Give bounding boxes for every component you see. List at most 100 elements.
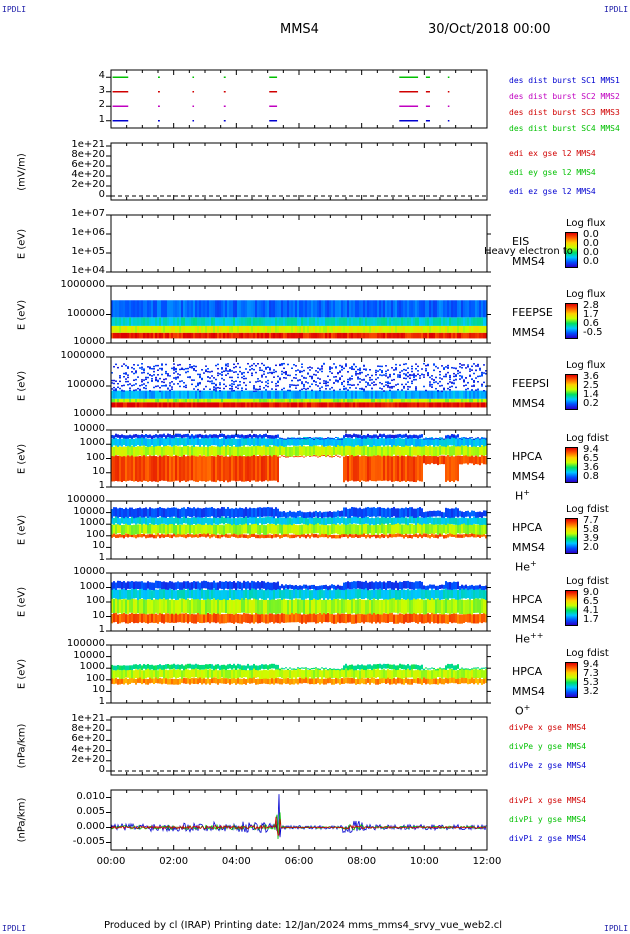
- heatmap-cell: [461, 364, 463, 366]
- heatmap-cell: [295, 584, 297, 590]
- heatmap-cell: [311, 325, 313, 333]
- heatmap-cell: [367, 612, 369, 623]
- heatmap-cell: [377, 317, 379, 326]
- heatmap-cell: [467, 438, 469, 447]
- heatmap-cell: [407, 398, 409, 403]
- heatmap-cell: [315, 370, 317, 372]
- heatmap-cell: [261, 523, 263, 534]
- heatmap-cell: [447, 523, 449, 534]
- heatmap-cell: [119, 455, 121, 482]
- heatmap-cell: [321, 370, 323, 373]
- heatmap-cell: [383, 317, 385, 326]
- heatmap-cell: [185, 581, 187, 589]
- heatmap-cell: [443, 535, 445, 539]
- heatmap-cell: [479, 300, 481, 318]
- heatmap-cell: [195, 581, 197, 590]
- heatmap-cell: [207, 300, 209, 318]
- heatmap-cell: [429, 584, 431, 589]
- heatmap-cell: [245, 523, 247, 534]
- heatmap-cell: [301, 382, 303, 385]
- heatmap-cell: [385, 398, 387, 403]
- heatmap-cell: [429, 390, 431, 399]
- heatmap-cell: [377, 455, 379, 481]
- heatmap-cell: [357, 534, 359, 539]
- heatmap-cell: [431, 390, 433, 399]
- heatmap-cell: [185, 433, 187, 438]
- heatmap-cell: [305, 317, 307, 326]
- heatmap-cell: [141, 523, 143, 534]
- heatmap-cell: [199, 445, 201, 455]
- heatmap-cell: [279, 535, 281, 539]
- heatmap-cell: [143, 325, 145, 333]
- heatmap-cell: [265, 582, 267, 591]
- heatmap-cell: [291, 534, 293, 539]
- heatmap-cell: [143, 533, 145, 537]
- heatmap-cell: [199, 382, 201, 385]
- heatmap-cell: [205, 434, 207, 438]
- heatmap-cell: [157, 589, 159, 600]
- heatmap-cell: [221, 455, 223, 481]
- heatmap-cell: [341, 383, 343, 386]
- heatmap-cell: [351, 317, 353, 326]
- panel-hpca-h: [111, 433, 487, 483]
- heatmap-cell: [149, 366, 151, 368]
- heatmap-cell: [185, 384, 187, 387]
- heatmap-cell: [281, 390, 283, 399]
- heatmap-cell: [301, 614, 303, 624]
- heatmap-cell: [291, 402, 293, 408]
- heatmap-cell: [351, 581, 353, 590]
- heatmap-cell: [285, 398, 287, 403]
- heatmap-cell: [459, 363, 461, 365]
- heatmap-cell: [173, 613, 175, 624]
- heatmap-cell: [429, 300, 431, 318]
- heatmap-cell: [199, 373, 201, 376]
- heatmap-cell: [293, 585, 295, 590]
- heatmap-cell: [129, 300, 131, 318]
- heatmap-cell: [125, 582, 127, 591]
- heatmap-cell: [249, 534, 251, 538]
- heatmap-cell: [305, 325, 307, 333]
- heatmap-cell: [143, 379, 145, 381]
- heatmap-cell: [469, 398, 471, 403]
- heatmap-cell: [211, 382, 213, 385]
- heatmap-cell: [151, 517, 153, 525]
- heatmap-cell: [327, 437, 329, 446]
- heatmap-cell: [249, 381, 251, 383]
- heatmap-cell: [173, 372, 175, 374]
- heatmap-cell: [239, 455, 241, 481]
- heatmap-cell: [485, 317, 487, 326]
- heatmap-cell: [321, 438, 323, 440]
- heatmap-cell: [263, 445, 265, 455]
- heatmap-cell: [471, 332, 473, 339]
- heatmap-cell: [157, 533, 159, 537]
- heatmap-cell: [321, 614, 323, 624]
- heatmap-cell: [123, 325, 125, 333]
- heatmap-cell: [123, 581, 125, 589]
- heatmap-cell: [339, 599, 341, 615]
- heatmap-cell: [127, 398, 129, 403]
- heatmap-cell: [273, 435, 275, 439]
- heatmap-cell: [443, 599, 445, 615]
- heatmap-cell: [369, 534, 371, 539]
- heatmap-cell: [211, 445, 213, 456]
- heatmap-cell: [205, 516, 207, 524]
- heatmap-cell: [215, 437, 217, 446]
- heatmap-cell: [403, 434, 405, 438]
- heatmap-cell: [135, 434, 137, 438]
- heatmap-cell: [323, 398, 325, 403]
- heatmap-cell: [179, 588, 181, 599]
- heatmap-cell: [219, 390, 221, 392]
- heatmap-cell: [163, 516, 165, 524]
- heatmap-cell: [201, 437, 203, 445]
- heatmap-cell: [383, 390, 385, 399]
- heatmap-cell: [189, 317, 191, 326]
- heatmap-cell: [327, 300, 329, 318]
- heatmap-cell: [293, 588, 295, 599]
- heatmap-cell: [195, 524, 197, 535]
- heatmap-cell: [407, 371, 409, 374]
- heatmap-cell: [131, 390, 133, 399]
- heatmap-cell: [163, 325, 165, 333]
- heatmap-cell: [421, 402, 423, 408]
- heatmap-cell: [287, 524, 289, 535]
- heatmap-cell: [397, 434, 399, 438]
